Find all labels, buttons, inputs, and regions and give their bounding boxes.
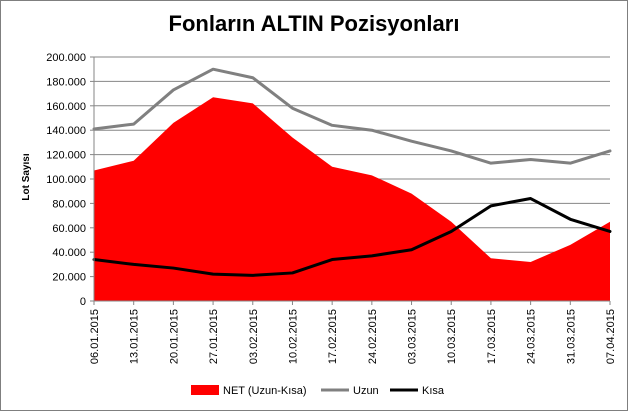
series-line-uzun (92, 67, 612, 165)
x-tick-label: 27.01.2015 (208, 309, 220, 364)
legend-label-net: NET (Uzun-Kısa) (223, 385, 307, 397)
x-tick-label: 24.02.2015 (367, 309, 379, 364)
x-tick-labels: 06.01.2015 13.01.2015 20.01.2015 27.01.2015… (89, 309, 617, 364)
area-layer (94, 97, 610, 301)
x-tick-label: 07.04.2015 (605, 309, 617, 364)
x-tick-label: 17.02.2015 (327, 309, 339, 364)
y-tick-labels: 0 20.000 40.000 60.000 80.000 100.000 120.000 1… (46, 52, 86, 308)
y-tick-label: 160.000 (46, 101, 86, 113)
x-tick-label: 10.02.2015 (287, 309, 299, 364)
axis-layer (90, 56, 611, 305)
x-tick-label: 03.02.2015 (248, 309, 260, 364)
series-line-kisa (92, 197, 612, 277)
x-tick-label: 03.03.2015 (407, 309, 419, 364)
x-tick-label: 06.01.2015 (89, 309, 101, 364)
x-tick-label: 10.03.2015 (446, 309, 458, 364)
y-tick-label: 60.000 (52, 223, 86, 235)
legend: NET (Uzun-Kısa) Uzun Kısa (191, 385, 445, 397)
y-tick-label: 120.000 (46, 150, 86, 162)
y-tick-label: 0 (80, 296, 86, 308)
x-tick-label: 20.01.2015 (168, 309, 180, 364)
legend-swatch-net (191, 385, 219, 395)
y-tick-label: 20.000 (52, 272, 86, 284)
y-tick-label: 100.000 (46, 174, 86, 186)
y-tick-label: 200.000 (46, 52, 86, 64)
chart-title: Fonların ALTIN Pozisyonları (168, 11, 460, 36)
legend-label-uzun: Uzun (353, 385, 379, 397)
legend-label-kisa: Kısa (422, 385, 445, 397)
y-tick-label: 40.000 (52, 247, 86, 259)
y-tick-label: 140.000 (46, 125, 86, 137)
y-axis-title: Lot Sayısı (21, 153, 32, 200)
y-tick-label: 180.000 (46, 76, 86, 88)
x-tick-label: 31.03.2015 (565, 309, 577, 364)
x-tick-label: 13.01.2015 (129, 309, 141, 364)
x-tick-label: 17.03.2015 (486, 309, 498, 364)
series-area-net (94, 97, 610, 301)
line-layer (92, 67, 612, 277)
y-tick-label: 80.000 (52, 198, 86, 210)
x-tick-label: 24.03.2015 (526, 309, 538, 364)
